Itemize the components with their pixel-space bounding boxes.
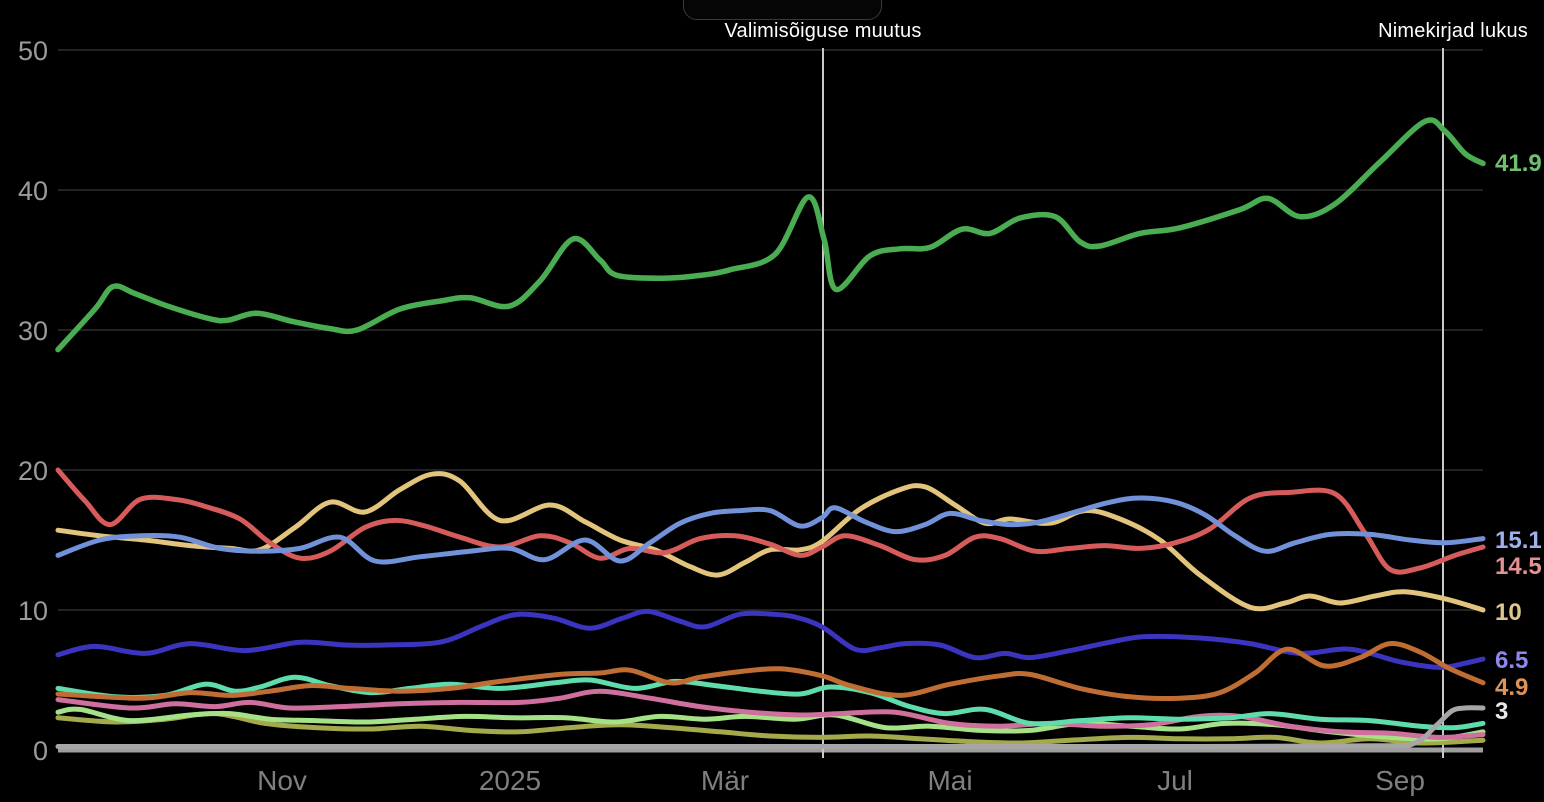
y-axis-tick-label: 20 — [18, 456, 48, 486]
x-axis-tick-label: Nov — [257, 765, 307, 796]
series-end-value: 41.9 — [1495, 150, 1542, 177]
annotation-nimekirjad-lukus: Nimekirjad lukus — [1378, 20, 1528, 42]
series-end-value: 15.1 — [1495, 527, 1542, 554]
x-axis-tick-label: 2025 — [479, 765, 541, 796]
annotation-valimisoiguse-muutus: Valimisõiguse muutus — [724, 20, 922, 42]
olive-line — [55, 711, 1486, 746]
teal-line — [55, 674, 1486, 731]
series-end-value: 10 — [1495, 599, 1522, 626]
red-line — [55, 467, 1486, 575]
x-axis-tick-label: Jul — [1157, 765, 1193, 796]
series-end-value: 14.5 — [1495, 553, 1542, 580]
blue-line — [55, 495, 1486, 565]
indigo-line — [55, 608, 1486, 670]
tooltip-stub — [683, 0, 882, 20]
series-end-value: 6.5 — [1495, 647, 1528, 674]
light-green-line — [55, 706, 1486, 742]
y-axis-tick-label: 40 — [18, 176, 48, 206]
gray-line — [55, 705, 1486, 750]
orange-line — [55, 641, 1486, 702]
green-line — [55, 117, 1486, 353]
x-axis-tick-label: Sep — [1375, 765, 1425, 796]
series-end-value: 4.9 — [1495, 674, 1528, 701]
x-axis-tick-label: Mai — [927, 765, 972, 796]
series-end-value: 3 — [1495, 698, 1508, 725]
y-axis-tick-label: 50 — [18, 36, 48, 66]
x-axis-tick-label: Mär — [701, 765, 749, 796]
y-axis-tick-label: 30 — [18, 316, 48, 346]
y-axis-tick-label: 0 — [33, 736, 48, 766]
y-axis-tick-label: 10 — [18, 596, 48, 626]
